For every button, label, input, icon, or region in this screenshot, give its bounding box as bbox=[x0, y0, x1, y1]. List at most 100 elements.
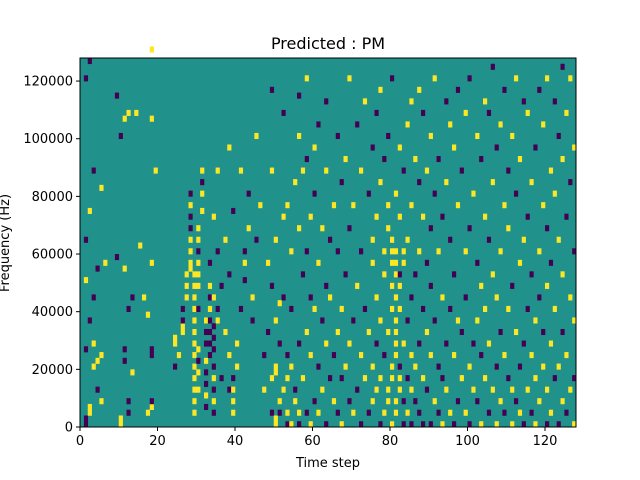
heatmap-cell bbox=[289, 248, 294, 255]
heatmap-cell bbox=[413, 156, 418, 163]
heatmap-cell bbox=[231, 207, 236, 214]
heatmap-cell bbox=[204, 380, 209, 387]
heatmap-cell bbox=[510, 282, 515, 289]
heatmap-cell bbox=[122, 115, 127, 122]
heatmap-cell bbox=[417, 86, 422, 93]
heatmap-cell bbox=[397, 271, 402, 278]
heatmap-cell bbox=[126, 305, 131, 312]
plot-frame bbox=[79, 57, 577, 428]
heatmap-cell bbox=[417, 409, 422, 416]
heatmap-cell bbox=[180, 305, 185, 312]
heatmap-cell bbox=[91, 363, 96, 370]
heatmap-cell bbox=[242, 248, 247, 255]
heatmap-cell bbox=[231, 375, 236, 382]
heatmap-cell bbox=[196, 386, 201, 393]
heatmap-cell bbox=[424, 386, 430, 393]
heatmap-cell bbox=[510, 386, 515, 393]
y-tick-label: 20000 bbox=[32, 363, 73, 378]
heatmap-cell bbox=[192, 271, 197, 278]
heatmap-cell bbox=[285, 202, 290, 209]
heatmap-cell bbox=[335, 409, 340, 416]
heatmap-cell bbox=[448, 409, 453, 416]
heatmap-cell bbox=[510, 132, 515, 140]
heatmap-cell bbox=[142, 294, 147, 301]
heatmap-cell bbox=[231, 409, 236, 416]
heatmap-cell bbox=[328, 294, 333, 301]
heatmap-cell bbox=[386, 225, 391, 232]
heatmap-cell bbox=[541, 328, 546, 336]
heatmap-cell bbox=[331, 352, 337, 359]
heatmap-cell bbox=[409, 352, 414, 359]
heatmap-cell bbox=[196, 248, 201, 255]
heatmap-cell bbox=[145, 409, 151, 416]
heatmap-cell bbox=[463, 294, 468, 301]
heatmap-cell bbox=[207, 259, 213, 266]
heatmap-cell bbox=[556, 363, 561, 370]
heatmap-cell bbox=[421, 305, 426, 312]
heatmap-cell bbox=[122, 346, 127, 353]
heatmap-cell bbox=[281, 386, 286, 393]
heatmap-cell bbox=[475, 398, 480, 405]
heatmap-cell bbox=[192, 363, 197, 370]
heatmap-cell bbox=[455, 317, 461, 324]
heatmap-cell bbox=[401, 167, 406, 174]
heatmap-cell bbox=[207, 352, 213, 359]
heatmap-cell bbox=[362, 305, 368, 312]
heatmap-cell bbox=[122, 357, 127, 364]
x-tick-label: 20 bbox=[149, 434, 166, 449]
heatmap-cell bbox=[211, 334, 216, 341]
heatmap-cell bbox=[393, 340, 399, 347]
heatmap-cell bbox=[397, 144, 402, 151]
heatmap-cell bbox=[401, 421, 406, 428]
heatmap-cell bbox=[312, 305, 317, 312]
heatmap-cell bbox=[269, 409, 275, 416]
heatmap-cell bbox=[173, 334, 178, 341]
heatmap-cell bbox=[393, 294, 399, 301]
x-tick-label: 80 bbox=[382, 434, 399, 449]
heatmap-cell bbox=[556, 421, 561, 428]
heatmap-cell bbox=[463, 248, 468, 255]
heatmap-cell bbox=[231, 386, 236, 393]
heatmap-cell bbox=[339, 305, 344, 312]
heatmap-cell bbox=[308, 213, 313, 220]
heatmap-cell bbox=[87, 403, 92, 411]
heatmap-cell bbox=[436, 363, 441, 370]
heatmap-cell bbox=[471, 190, 476, 197]
y-tick-label: 120000 bbox=[23, 75, 73, 90]
heatmap-cell bbox=[335, 248, 340, 255]
heatmap-cell bbox=[490, 63, 495, 70]
heatmap-cell bbox=[370, 398, 375, 405]
heatmap-cell bbox=[335, 328, 340, 336]
heatmap-cell bbox=[459, 167, 464, 174]
heatmap-cell bbox=[173, 340, 178, 347]
heatmap-cell bbox=[118, 421, 123, 428]
heatmap-cell bbox=[91, 167, 96, 174]
heatmap-cell bbox=[572, 248, 577, 255]
heatmap-cell bbox=[424, 259, 430, 266]
heatmap-cell bbox=[428, 132, 433, 140]
heatmap-cell bbox=[366, 328, 371, 336]
heatmap-cell bbox=[560, 328, 565, 336]
heatmap-cell bbox=[370, 144, 375, 151]
heatmap-cell bbox=[502, 409, 507, 416]
heatmap-cell bbox=[393, 259, 399, 266]
heatmap-cell bbox=[200, 167, 205, 174]
heatmap-cell bbox=[192, 352, 197, 359]
heatmap-cell bbox=[556, 132, 561, 140]
heatmap-cell bbox=[374, 294, 379, 301]
heatmap-cell bbox=[320, 386, 325, 393]
heatmap-cell bbox=[324, 98, 329, 105]
heatmap-cell bbox=[277, 409, 282, 416]
heatmap-cell bbox=[393, 317, 399, 324]
heatmap-cell bbox=[184, 294, 189, 301]
heatmap-cell bbox=[211, 409, 216, 416]
heatmap-cell bbox=[200, 190, 205, 197]
heatmap-cell bbox=[405, 409, 410, 416]
heatmap-cell bbox=[467, 363, 472, 370]
y-tick-label: 100000 bbox=[23, 132, 73, 147]
heatmap-cell bbox=[149, 346, 154, 353]
heatmap-cell bbox=[517, 259, 523, 266]
heatmap-cell bbox=[269, 86, 275, 93]
heatmap-cell bbox=[277, 300, 282, 307]
heatmap-cell bbox=[409, 98, 414, 105]
